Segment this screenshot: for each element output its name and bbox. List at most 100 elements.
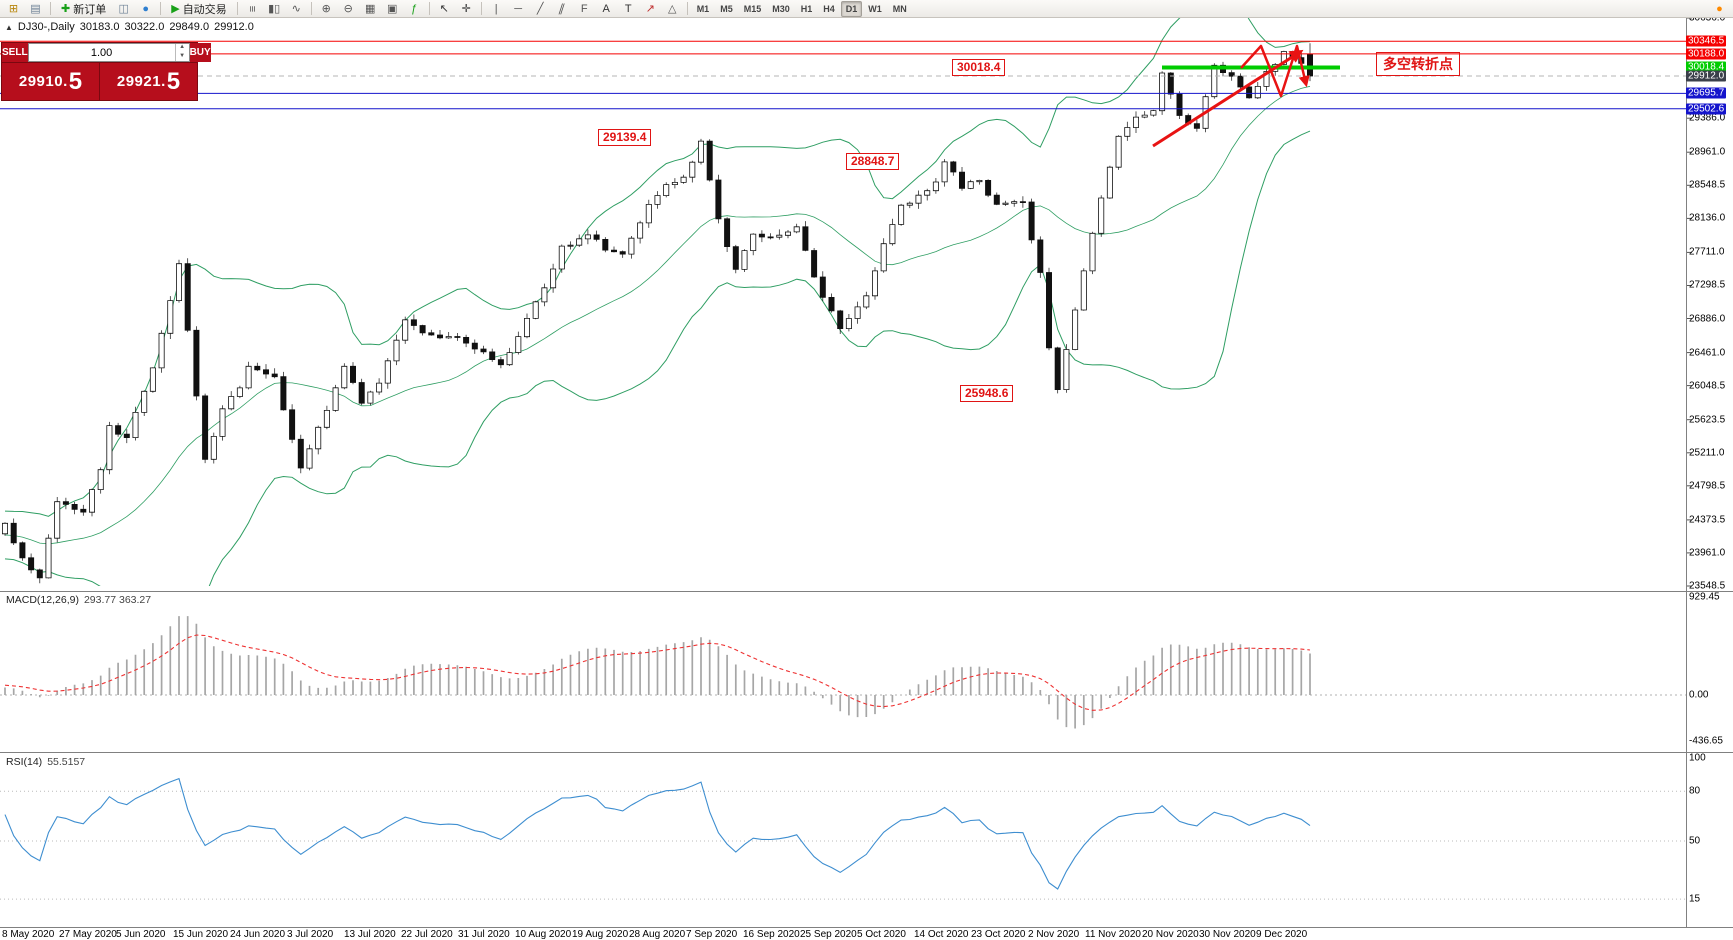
- toolbar-separator: [50, 2, 51, 15]
- price-axis-label: 25623.5: [1689, 414, 1726, 426]
- zigzag-arrow[interactable]: [1240, 44, 1310, 98]
- channel-button[interactable]: ∥: [552, 0, 573, 18]
- bollinger-upper-band: [4, 18, 1311, 517]
- candlestick-button[interactable]: ▮▯: [264, 0, 285, 18]
- volume-spinner: ▲ ▼: [174, 44, 189, 61]
- shapes-button[interactable]: △: [662, 0, 683, 18]
- timeframe-h4[interactable]: H4: [823, 3, 835, 14]
- market-watch-button[interactable]: ●: [135, 0, 156, 18]
- bollinger-middle-band: [4, 85, 1311, 545]
- cursor-button[interactable]: ↖: [434, 0, 455, 18]
- sell-price-button[interactable]: 29910. 5: [2, 63, 100, 100]
- tile-windows-icon: ▦: [364, 3, 376, 15]
- turning-point-note[interactable]: 多空转折点: [1376, 52, 1460, 76]
- sell-price-pips: 5: [68, 67, 83, 95]
- trendline-button[interactable]: ╱: [530, 0, 551, 18]
- label-button[interactable]: T: [618, 0, 639, 18]
- collapse-icon[interactable]: ▲: [5, 22, 13, 32]
- price-axis-label: 27711.0: [1689, 246, 1725, 258]
- price-axis-label: 25211.0: [1689, 447, 1725, 459]
- volume-up-button[interactable]: ▲: [179, 44, 186, 50]
- new-chart-button[interactable]: ⊞: [3, 0, 24, 18]
- trend-arrow[interactable]: [1152, 49, 1304, 148]
- price-tag[interactable]: 25948.6: [960, 385, 1014, 403]
- zoom-in-button[interactable]: ⊕: [316, 0, 337, 18]
- price-axis-label: 29386.0: [1689, 112, 1726, 124]
- timeframe-d1[interactable]: D1: [840, 0, 863, 17]
- new-order-button[interactable]: ✚ 新订单: [55, 0, 112, 18]
- candle-wicks: [4, 43, 1311, 584]
- profiles-icon: ▤: [30, 3, 41, 15]
- price-axis-label: 80: [1689, 785, 1701, 797]
- macd-panel: [0, 616, 1686, 729]
- timeframe-w1[interactable]: W1: [868, 3, 882, 14]
- volume-input[interactable]: [28, 44, 175, 61]
- rsi-line: [4, 777, 1311, 890]
- timeframe-m15[interactable]: M15: [743, 3, 762, 14]
- bar-open: 30183.0: [79, 21, 120, 33]
- indicators-button[interactable]: ƒ: [404, 0, 425, 18]
- timeframe-m5[interactable]: M5: [720, 3, 733, 14]
- price-tag[interactable]: 28848.7: [846, 152, 900, 170]
- vertical-line-icon: |: [494, 2, 498, 15]
- timeframe-mn[interactable]: MN: [892, 3, 907, 14]
- bar-low: 29849.0: [169, 21, 210, 33]
- price-axis-label: 24798.5: [1689, 480, 1726, 492]
- buy-price-main: 29921.: [116, 73, 166, 90]
- vertical-line-button[interactable]: |: [486, 0, 507, 18]
- price-axis-label: 23548.5: [1689, 580, 1726, 592]
- zoom-out-button[interactable]: ⊖: [338, 0, 359, 18]
- toolbar-separator: [310, 2, 312, 15]
- sell-price-main: 29910.: [18, 73, 68, 90]
- text-button[interactable]: A: [596, 0, 617, 18]
- line-chart-button[interactable]: ∿: [286, 0, 307, 18]
- price-axis-label: 28136.0: [1689, 212, 1726, 224]
- price-axis-label: 26048.5: [1689, 380, 1726, 392]
- notification-button[interactable]: ●: [1709, 0, 1730, 18]
- new-chart-icon: ⊞: [8, 3, 19, 15]
- toolbar: ⊞ ▤ ✚ 新订单 ◫ ● ▶ 自动交易 ≡ ▮▯ ∿ ⊕ ⊖ ▦ ▣ ƒ ↖ ✛ | ─ ╱ ∥ F A T ↗ △ M1 M5 M15…: [0, 0, 1733, 18]
- price-tag[interactable]: 29139.4: [598, 129, 652, 147]
- macd-histogram: [4, 616, 1311, 729]
- chart-windows-icon: ◫: [118, 3, 129, 15]
- profiles-button[interactable]: ▤: [25, 0, 46, 18]
- rsi-label: RSI(14) 55.5157: [6, 756, 86, 768]
- bollinger-lower-band: [4, 130, 1311, 586]
- price-marked-label: 30346.5: [1686, 35, 1727, 47]
- new-order-button-label: 新订单: [73, 3, 107, 16]
- autotrading-button[interactable]: ▶ 自动交易: [165, 0, 232, 18]
- price-tag[interactable]: 30018.4: [952, 58, 1006, 76]
- price-axis-label: 0.00: [1689, 689, 1709, 701]
- timeframe-m1[interactable]: M1: [696, 3, 710, 14]
- fibonacci-button[interactable]: F: [574, 0, 595, 18]
- cursor-icon: ↖: [439, 3, 449, 15]
- chart-title: ▲ DJ30-,Daily 30183.0 30322.0 29849.0 29…: [5, 21, 254, 33]
- crosshair-button[interactable]: ✛: [456, 0, 477, 18]
- indicators-icon: ƒ: [411, 2, 418, 15]
- price-axis-label: -436.65: [1689, 735, 1723, 747]
- buy-price-button[interactable]: 29921. 5: [100, 63, 197, 100]
- tile-windows-button[interactable]: ▦: [360, 0, 381, 18]
- price-axis-label: 23961.0: [1689, 547, 1726, 559]
- sell-button[interactable]: SELL: [2, 43, 28, 62]
- candlestick-icon: ▮▯: [268, 3, 281, 15]
- price-axis-label: 50: [1689, 835, 1701, 847]
- timeframe-m30[interactable]: M30: [772, 3, 790, 14]
- shapes-icon: △: [667, 3, 677, 15]
- cascade-windows-button[interactable]: ▣: [382, 0, 403, 18]
- horizontal-line-button[interactable]: ─: [508, 0, 529, 18]
- volume-down-button[interactable]: ▼: [179, 52, 186, 59]
- chart-windows-button[interactable]: ◫: [113, 0, 134, 18]
- price-scale[interactable]: 30636.0 29386.0 28961.0 28548.5 28136.0 27711…: [1686, 0, 1733, 940]
- bar-chart-button[interactable]: ≡: [242, 0, 263, 18]
- cascade-windows-icon: ▣: [386, 3, 398, 15]
- line-chart-icon: ∿: [291, 3, 301, 15]
- price-axis-label: 30636.0: [1689, 12, 1726, 24]
- toolbar-separator: [686, 2, 688, 15]
- timeframe-h1[interactable]: H1: [800, 3, 813, 14]
- main-chart-panel: [0, 18, 1686, 586]
- buy-button[interactable]: BUY: [189, 43, 211, 62]
- arrows-button[interactable]: ↗: [640, 0, 661, 18]
- toolbar-separator: [480, 2, 482, 15]
